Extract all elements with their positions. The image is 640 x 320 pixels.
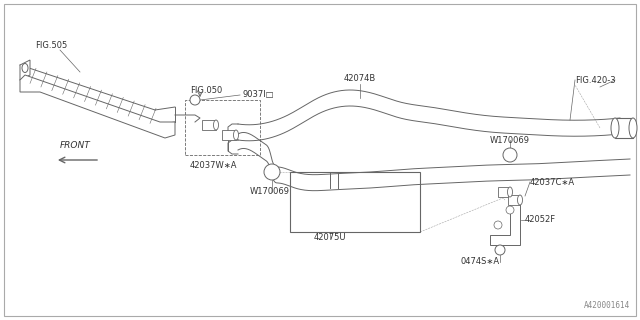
Text: 42074B: 42074B bbox=[344, 74, 376, 83]
Bar bbox=[290, 172, 420, 232]
Bar bbox=[498, 187, 510, 197]
Ellipse shape bbox=[611, 118, 619, 138]
Text: 42052F: 42052F bbox=[525, 215, 556, 225]
Ellipse shape bbox=[518, 195, 522, 205]
Ellipse shape bbox=[234, 130, 239, 140]
Text: 42037C∗A: 42037C∗A bbox=[530, 178, 575, 187]
Ellipse shape bbox=[629, 118, 637, 138]
Polygon shape bbox=[490, 200, 520, 245]
Text: 42075U: 42075U bbox=[314, 234, 346, 243]
Circle shape bbox=[495, 245, 505, 255]
Circle shape bbox=[494, 221, 502, 229]
Bar bbox=[222, 130, 236, 140]
Text: FIG.420-3: FIG.420-3 bbox=[575, 76, 616, 84]
Polygon shape bbox=[20, 60, 30, 80]
Circle shape bbox=[264, 164, 280, 180]
Ellipse shape bbox=[508, 187, 513, 197]
Bar bbox=[185, 100, 260, 155]
Bar bbox=[202, 120, 216, 130]
Ellipse shape bbox=[22, 63, 28, 73]
Text: 42037W∗A: 42037W∗A bbox=[190, 161, 237, 170]
Bar bbox=[615, 118, 633, 138]
Text: W170069: W170069 bbox=[250, 188, 290, 196]
Ellipse shape bbox=[214, 120, 218, 130]
Bar bbox=[508, 195, 520, 205]
Text: 0474S∗A: 0474S∗A bbox=[460, 258, 500, 267]
Text: A420001614: A420001614 bbox=[584, 301, 630, 310]
Polygon shape bbox=[20, 75, 175, 138]
Text: FRONT: FRONT bbox=[60, 140, 91, 149]
Circle shape bbox=[503, 148, 517, 162]
Circle shape bbox=[190, 95, 200, 105]
Circle shape bbox=[506, 206, 514, 214]
Text: 9037l□: 9037l□ bbox=[242, 90, 273, 99]
Text: FIG.505: FIG.505 bbox=[35, 41, 67, 50]
Text: FIG.050: FIG.050 bbox=[190, 85, 222, 94]
Text: W170069: W170069 bbox=[490, 135, 530, 145]
